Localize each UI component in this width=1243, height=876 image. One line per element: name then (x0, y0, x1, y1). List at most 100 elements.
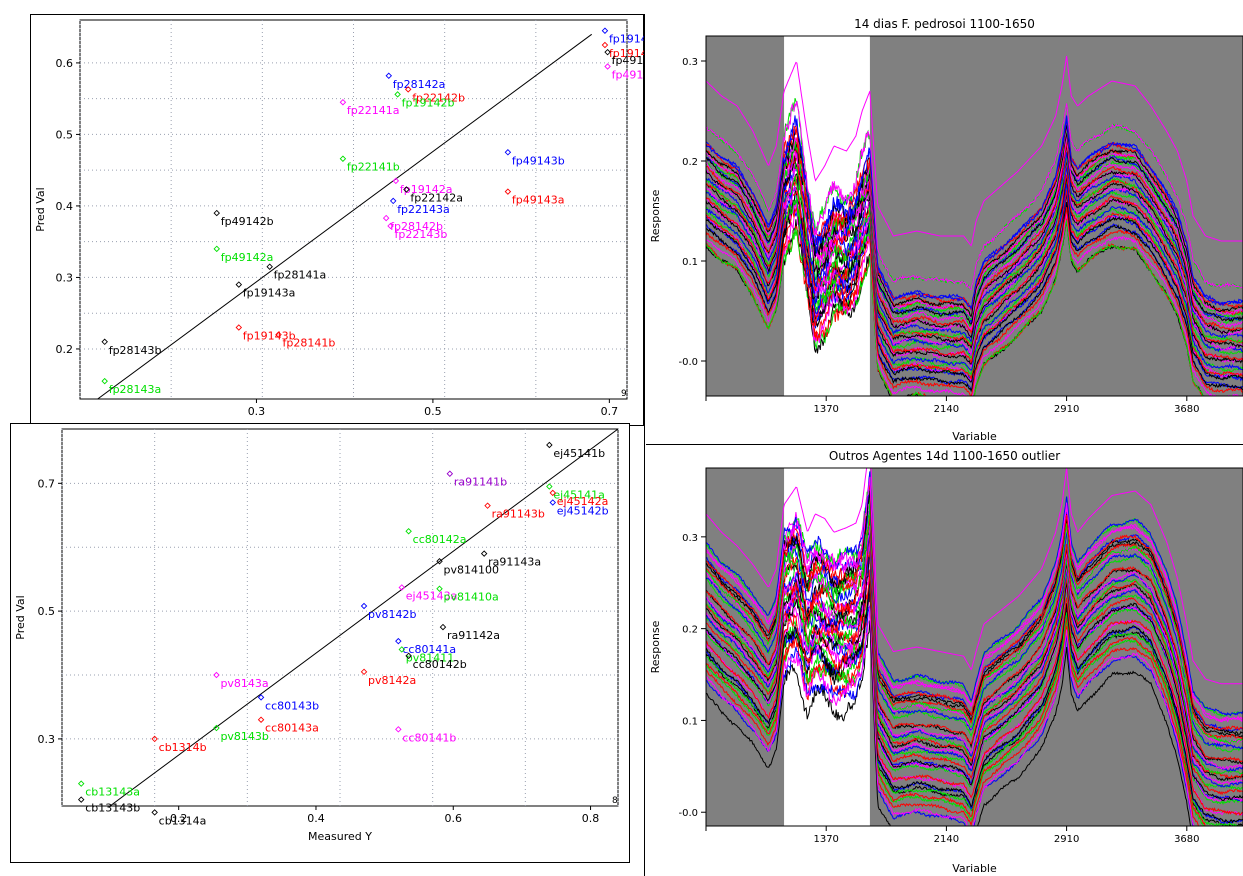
point-label: fp22142b (412, 91, 465, 104)
spectra-chart-bottom: Outros Agentes 14d 1100-1650 outlier 1370… (649, 449, 1243, 875)
spectrum-series-line (706, 620, 1192, 826)
scatter-point (360, 602, 368, 610)
x-tick-label: 0.6 (445, 812, 463, 825)
point-label: ej45143a (406, 589, 458, 602)
spectrum-series-line (706, 533, 1243, 779)
scatter-panel-bottom: 0.2 0.4 0.6 0.8 0.3 0.5 0.7 Pred Val Measured Y 8… (10, 423, 630, 863)
excluded-region (706, 36, 785, 396)
panel-divider-horizontal (646, 444, 1243, 445)
point-label: fp28141b (283, 337, 336, 350)
scatter-point (404, 86, 412, 93)
point-label: pv814100 (444, 563, 499, 576)
scatter-point (213, 724, 220, 732)
x-tick-label: 1370 (813, 834, 838, 845)
corner-label: 9 (621, 389, 627, 399)
x-tick-label: 0.8 (582, 812, 600, 825)
point-label: fp49142a (221, 251, 274, 264)
scatter-point (385, 72, 393, 80)
x-axis-label: Variable (952, 862, 997, 875)
point-label: cc80142b (413, 658, 467, 671)
scatter-point (546, 483, 553, 490)
x-tick-label: 2910 (1054, 404, 1079, 415)
scatter-point (403, 186, 410, 193)
outlier-series-line (706, 468, 1243, 685)
point-label: cc80143a (265, 722, 319, 735)
scatter-point (101, 377, 108, 385)
y-tick-label: 0.1 (682, 257, 698, 268)
plot-frame (705, 467, 1243, 827)
x-tick-label: 2140 (934, 404, 959, 415)
scatter-point (480, 550, 488, 557)
point-label: fp22141a (347, 104, 400, 117)
excluded-region (706, 468, 785, 826)
scatter-point (405, 528, 412, 535)
point-label: fp49141a (612, 54, 644, 67)
y-axis-label: Pred Val (14, 595, 27, 639)
spectrum-series-line (706, 581, 1240, 826)
x-tick-label: 0.3 (248, 405, 265, 418)
scatter-point (436, 585, 443, 592)
x-tick-label: 3680 (1174, 834, 1199, 845)
point-label: ra91143b (492, 508, 545, 521)
scatter-panel-top: 0.3 0.5 0.7 0.2 0.3 0.4 0.5 0.6 Pred Val 9 fp19141… (30, 14, 644, 426)
point-label: ra91141b (454, 476, 507, 489)
x-tick-label: 0.2 (170, 812, 188, 825)
scatter-point (395, 637, 402, 645)
scatter-point (77, 780, 85, 787)
point-label: fp28142a (393, 78, 446, 91)
spectrum-series-line (706, 492, 1243, 741)
scatter-point (213, 245, 220, 253)
y-tick-label: -0.0 (678, 808, 698, 819)
point-label: fp49143b (512, 154, 565, 167)
spectra-panel-top: 14 dias F. pedrosoi 1100-1650 1370 2140 291… (646, 14, 1243, 444)
series-group (706, 55, 1243, 396)
plot-frame (705, 35, 1243, 397)
y-tick-label: 0.2 (682, 625, 698, 636)
scatter-point (436, 558, 443, 565)
point-label: fp28142b (390, 220, 443, 233)
point-label: ej45141b (553, 447, 605, 460)
y-tick-label: 0.7 (38, 477, 56, 490)
point-label: ra91142a (447, 629, 500, 642)
point-label: pv8142a (368, 674, 416, 687)
y-tick-label: 0.4 (56, 200, 74, 213)
scatter-point (213, 209, 220, 217)
y-tick-label: 0.3 (38, 733, 56, 746)
plot-area (79, 19, 628, 400)
spectrum-series-line (706, 605, 1195, 826)
point-label: ej45141a (553, 489, 605, 502)
scatter-point (257, 716, 265, 723)
point-label: pv81411 (406, 651, 455, 664)
series-group (706, 468, 1243, 826)
panel-divider-vertical (644, 14, 645, 876)
scatter-point (151, 809, 158, 816)
spectrum-series-line (706, 524, 1243, 770)
corner-label: 8 (612, 796, 618, 806)
spectrum-series-line (706, 603, 1194, 826)
point-label: fp19142a (400, 183, 453, 196)
point-label: ra91143a (488, 556, 541, 569)
scatter-point (394, 91, 401, 98)
scatter-point (101, 338, 108, 346)
scatter-point (382, 214, 390, 222)
x-axis-label: Measured Y (308, 830, 372, 843)
spectrum-series-line (706, 578, 1243, 824)
spectrum-series-line (706, 220, 1205, 396)
scatter-point (213, 671, 220, 679)
spectrum-series-line (706, 497, 1243, 744)
scatter-point (439, 623, 447, 631)
y-tick-label: 0.6 (56, 57, 74, 70)
point-label: fp19142b (402, 96, 455, 109)
x-tick-label: 0.4 (307, 812, 325, 825)
point-label: fp49143a (512, 194, 565, 207)
point-label: cb13143b (85, 802, 140, 815)
point-label: fp28143b (109, 344, 162, 357)
x-tick-label: 1370 (813, 404, 838, 415)
x-tick-label: 2910 (1054, 834, 1079, 845)
outlier-series-line (706, 55, 1243, 247)
scatter-point (604, 63, 611, 70)
point-label: pv81410a (444, 591, 499, 604)
scatter-chart-bottom: 0.2 0.4 0.6 0.8 0.3 0.5 0.7 Pred Val Measured Y 8… (10, 423, 630, 863)
scatter-point (549, 499, 557, 506)
y-tick-label: 0.1 (682, 716, 698, 727)
